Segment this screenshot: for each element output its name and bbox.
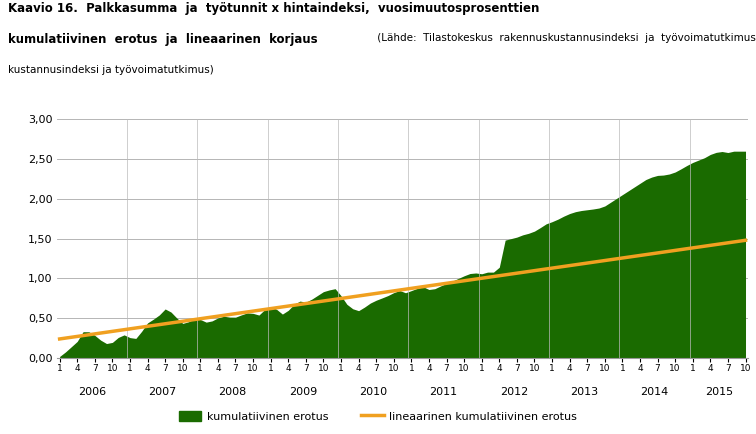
- Text: 2015: 2015: [705, 387, 733, 397]
- Text: 2006: 2006: [78, 387, 106, 397]
- Text: (Lähde:  Tilastokeskus  rakennuskustannusindeksi  ja  työvoimatutkimus): (Lähde: Tilastokeskus rakennuskustannusi…: [374, 33, 756, 43]
- Text: 2014: 2014: [640, 387, 669, 397]
- Text: 2011: 2011: [429, 387, 457, 397]
- Text: Kaavio 16.  Palkkasumma  ja  työtunnit x hintaindeksi,  vuosimuutosprosenttien: Kaavio 16. Palkkasumma ja työtunnit x hi…: [8, 2, 539, 15]
- Text: kustannusindeksi ja työvoimatutkimus): kustannusindeksi ja työvoimatutkimus): [8, 65, 213, 75]
- Text: 2009: 2009: [289, 387, 317, 397]
- Text: 2010: 2010: [359, 387, 387, 397]
- Text: 2007: 2007: [148, 387, 176, 397]
- Legend: kumulatiivinen erotus, lineaarinen kumulatiivinen erotus: kumulatiivinen erotus, lineaarinen kumul…: [175, 407, 581, 426]
- Text: 2013: 2013: [570, 387, 598, 397]
- Text: kumulatiivinen  erotus  ja  lineaarinen  korjaus: kumulatiivinen erotus ja lineaarinen kor…: [8, 33, 318, 46]
- Text: 2008: 2008: [218, 387, 246, 397]
- Text: 2012: 2012: [500, 387, 528, 397]
